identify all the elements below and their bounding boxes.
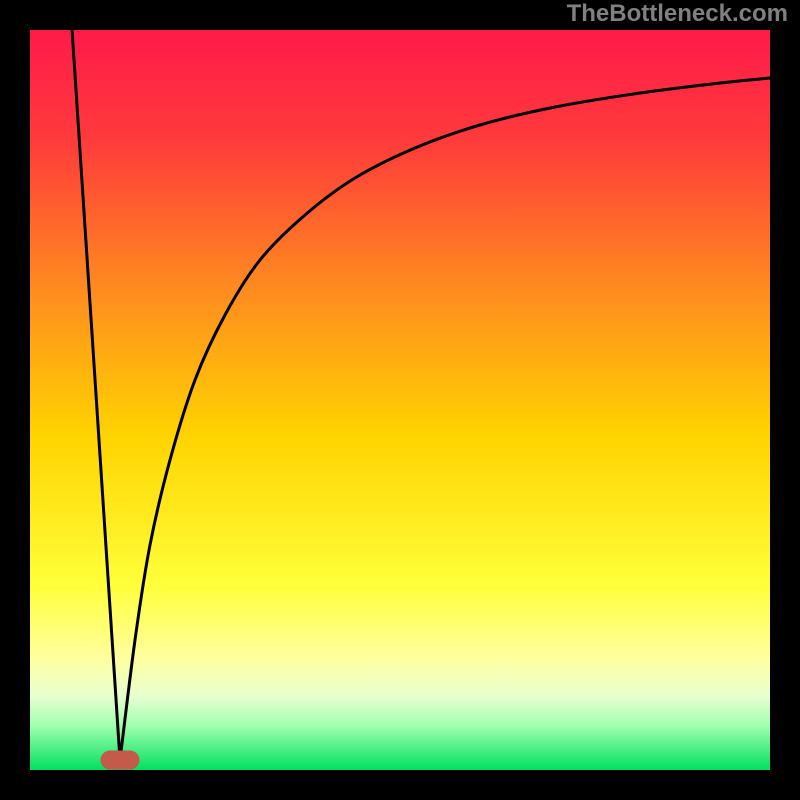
- watermark-label: TheBottleneck.com: [567, 0, 788, 28]
- plot-gradient-background: [30, 30, 770, 770]
- chart-container: TheBottleneck.com: [0, 0, 800, 800]
- bottleneck-chart: [0, 0, 800, 800]
- optimal-marker: [101, 751, 139, 769]
